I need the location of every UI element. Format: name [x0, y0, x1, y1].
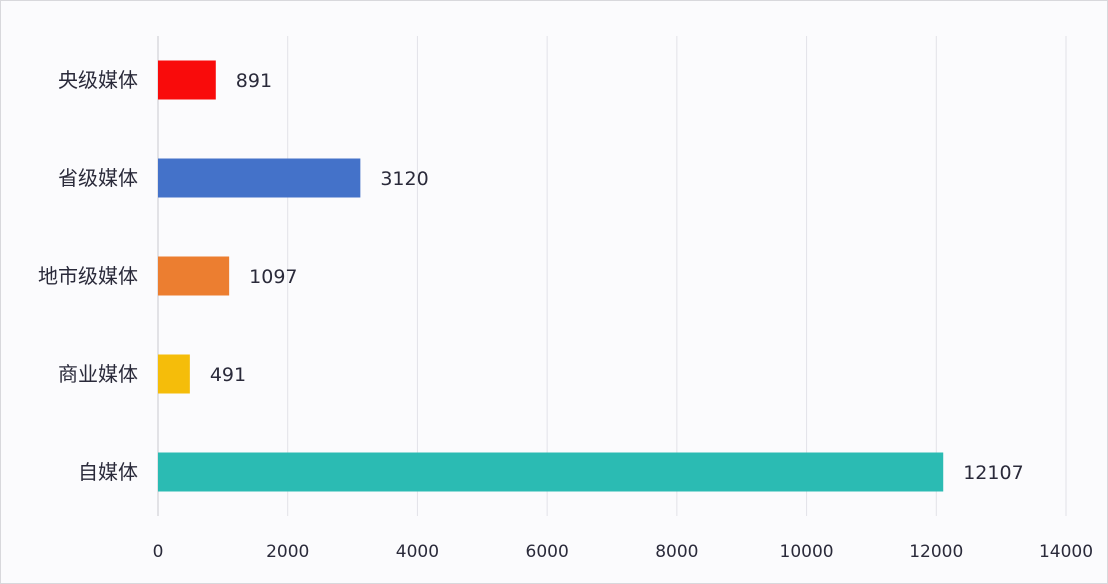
bar [158, 256, 230, 296]
bar [158, 158, 361, 198]
bar [158, 60, 216, 100]
y-category-label: 央级媒体 [58, 68, 138, 92]
x-tick-label: 4000 [396, 542, 439, 562]
bar [158, 354, 190, 394]
x-tick-label: 10000 [780, 542, 834, 562]
data-label: 891 [236, 70, 272, 92]
bar [158, 452, 944, 492]
x-tick-label: 0 [153, 542, 164, 562]
data-label: 3120 [380, 168, 428, 190]
y-category-label: 自媒体 [78, 460, 138, 484]
data-label: 1097 [249, 266, 297, 288]
x-tick-label: 2000 [266, 542, 309, 562]
data-label: 491 [210, 364, 246, 386]
y-category-label: 地市级媒体 [38, 264, 138, 288]
x-tick-label: 14000 [1039, 542, 1093, 562]
x-tick-label: 8000 [655, 542, 698, 562]
x-tick-label: 6000 [526, 542, 569, 562]
x-tick-label: 12000 [909, 542, 963, 562]
y-category-label: 商业媒体 [58, 362, 138, 386]
y-category-label: 省级媒体 [58, 166, 138, 190]
data-label: 12107 [963, 462, 1023, 484]
